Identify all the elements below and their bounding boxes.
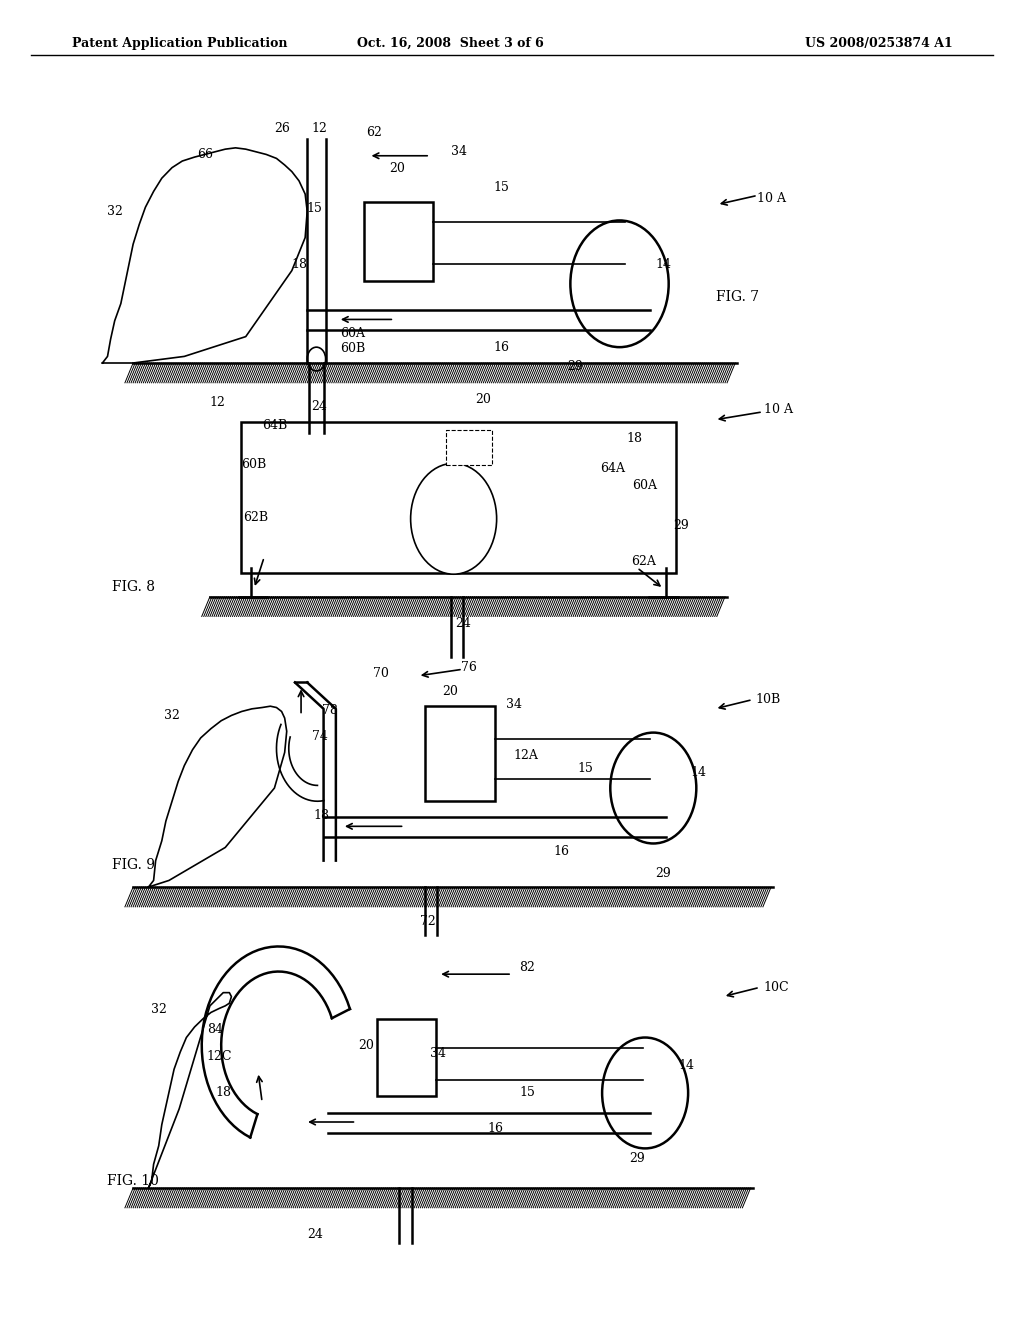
Text: 18: 18 bbox=[627, 432, 643, 445]
Text: 24: 24 bbox=[311, 400, 328, 413]
Text: Oct. 16, 2008  Sheet 3 of 6: Oct. 16, 2008 Sheet 3 of 6 bbox=[357, 37, 544, 50]
Text: 10B: 10B bbox=[756, 693, 780, 706]
Text: 15: 15 bbox=[519, 1086, 536, 1100]
Text: FIG. 8: FIG. 8 bbox=[112, 581, 155, 594]
Text: 78: 78 bbox=[322, 704, 338, 717]
Text: 32: 32 bbox=[106, 205, 123, 218]
Text: 10C: 10C bbox=[763, 981, 790, 994]
Text: 24: 24 bbox=[307, 1228, 324, 1241]
Text: 34: 34 bbox=[451, 145, 467, 158]
Text: 32: 32 bbox=[164, 709, 180, 722]
Text: 60B: 60B bbox=[242, 458, 266, 471]
Text: 14: 14 bbox=[690, 766, 707, 779]
Text: 29: 29 bbox=[567, 360, 584, 374]
Text: 15: 15 bbox=[494, 181, 510, 194]
Text: 14: 14 bbox=[655, 257, 672, 271]
Text: 18: 18 bbox=[215, 1086, 231, 1100]
Text: 12: 12 bbox=[209, 396, 225, 409]
Bar bbox=[425, 706, 495, 801]
Circle shape bbox=[411, 463, 497, 574]
Circle shape bbox=[570, 220, 669, 347]
Text: 18: 18 bbox=[291, 257, 307, 271]
Text: 82: 82 bbox=[519, 961, 536, 974]
Circle shape bbox=[307, 347, 326, 371]
Text: 16: 16 bbox=[553, 845, 569, 858]
Text: 10 A: 10 A bbox=[757, 191, 785, 205]
Bar bbox=[364, 202, 433, 281]
Text: 15: 15 bbox=[306, 202, 323, 215]
Text: 60A: 60A bbox=[340, 327, 365, 341]
Text: 14: 14 bbox=[678, 1059, 694, 1072]
Text: 12A: 12A bbox=[514, 748, 539, 762]
Text: 20: 20 bbox=[358, 1039, 375, 1052]
Text: 84: 84 bbox=[207, 1023, 223, 1036]
Text: 60A: 60A bbox=[633, 479, 657, 492]
Text: 16: 16 bbox=[494, 341, 510, 354]
Text: 24: 24 bbox=[455, 616, 471, 630]
Text: 29: 29 bbox=[673, 519, 689, 532]
Text: FIG. 10: FIG. 10 bbox=[108, 1175, 159, 1188]
Text: 64B: 64B bbox=[262, 418, 287, 432]
Text: 29: 29 bbox=[655, 867, 672, 880]
Text: 20: 20 bbox=[475, 393, 492, 407]
Text: 64A: 64A bbox=[600, 462, 625, 475]
Text: 12C: 12C bbox=[207, 1049, 231, 1063]
Text: 66: 66 bbox=[197, 148, 213, 161]
Text: 32: 32 bbox=[151, 1003, 167, 1016]
Bar bbox=[377, 1019, 436, 1096]
Text: 76: 76 bbox=[461, 661, 477, 675]
Text: 26: 26 bbox=[274, 121, 291, 135]
Text: 72: 72 bbox=[420, 915, 436, 928]
Text: 12: 12 bbox=[311, 121, 328, 135]
Text: 34: 34 bbox=[430, 1047, 446, 1060]
Text: 20: 20 bbox=[442, 685, 459, 698]
Bar bbox=[446, 430, 492, 465]
Text: FIG. 7: FIG. 7 bbox=[716, 290, 759, 304]
Text: 20: 20 bbox=[389, 162, 406, 176]
Text: 60B: 60B bbox=[340, 342, 365, 355]
Circle shape bbox=[610, 733, 696, 843]
Text: 10 A: 10 A bbox=[764, 403, 793, 416]
Text: 15: 15 bbox=[578, 762, 594, 775]
Text: 29: 29 bbox=[629, 1152, 645, 1166]
Text: 62: 62 bbox=[366, 125, 382, 139]
Text: 34: 34 bbox=[506, 698, 522, 711]
Text: 70: 70 bbox=[373, 667, 389, 680]
Bar bbox=[241, 422, 676, 573]
Circle shape bbox=[602, 1038, 688, 1148]
Text: US 2008/0253874 A1: US 2008/0253874 A1 bbox=[805, 37, 952, 50]
Text: 62A: 62A bbox=[631, 554, 655, 568]
Text: 62B: 62B bbox=[244, 511, 268, 524]
Text: 16: 16 bbox=[487, 1122, 504, 1135]
Text: Patent Application Publication: Patent Application Publication bbox=[72, 37, 287, 50]
Text: 74: 74 bbox=[311, 730, 328, 743]
Text: FIG. 9: FIG. 9 bbox=[112, 858, 155, 871]
Text: 18: 18 bbox=[313, 809, 330, 822]
